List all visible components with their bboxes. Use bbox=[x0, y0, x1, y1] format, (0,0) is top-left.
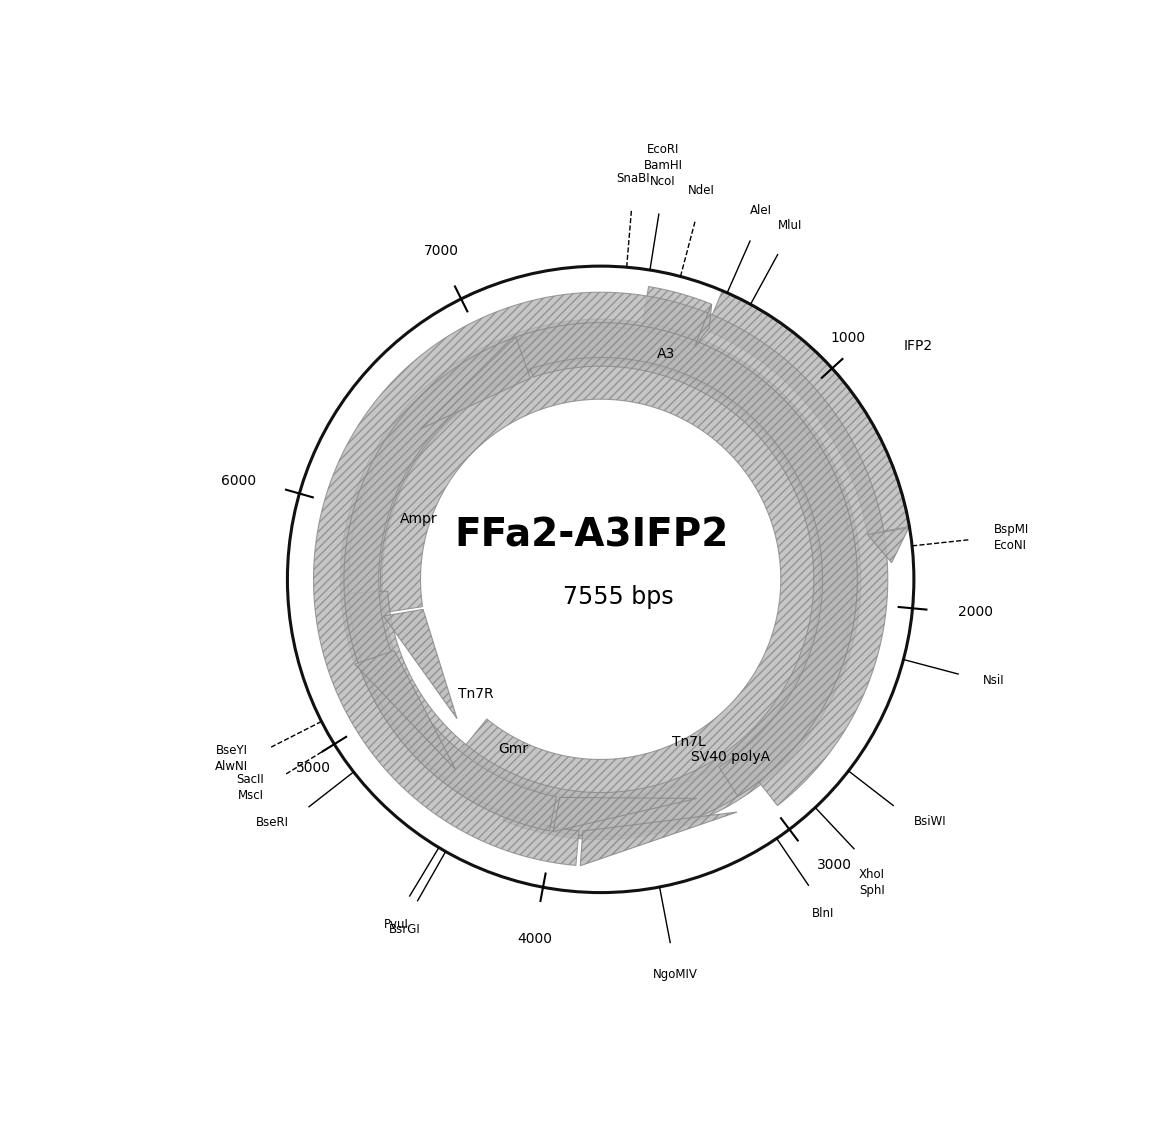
Text: FFa2-A3IFP2: FFa2-A3IFP2 bbox=[455, 516, 729, 555]
Text: SacII
MscI: SacII MscI bbox=[237, 773, 264, 802]
Text: NsiI: NsiI bbox=[983, 675, 1004, 687]
Text: BlnI: BlnI bbox=[812, 907, 834, 920]
Text: NdeI: NdeI bbox=[688, 183, 715, 197]
Polygon shape bbox=[580, 812, 737, 866]
Text: IFP2: IFP2 bbox=[904, 339, 933, 353]
Text: 3000: 3000 bbox=[817, 859, 852, 872]
Text: BsiWI: BsiWI bbox=[914, 815, 947, 828]
Text: EcoRI
BamHI
NcoI: EcoRI BamHI NcoI bbox=[643, 144, 682, 189]
Polygon shape bbox=[383, 609, 457, 719]
Text: 5000: 5000 bbox=[295, 760, 331, 775]
Text: Tn7R: Tn7R bbox=[458, 687, 493, 701]
Text: 2000: 2000 bbox=[958, 606, 993, 619]
Text: AleI: AleI bbox=[750, 205, 771, 217]
Text: 7000: 7000 bbox=[423, 244, 458, 259]
Polygon shape bbox=[420, 337, 530, 429]
Polygon shape bbox=[341, 319, 860, 840]
Text: MluI: MluI bbox=[778, 219, 803, 232]
Polygon shape bbox=[695, 304, 711, 346]
Text: XhoI
SphI: XhoI SphI bbox=[859, 868, 885, 897]
Text: PvuI: PvuI bbox=[383, 919, 409, 931]
Polygon shape bbox=[355, 651, 456, 770]
Text: BsrGI: BsrGI bbox=[389, 923, 421, 937]
Text: Ampr: Ampr bbox=[400, 512, 437, 527]
Text: BseYI
AlwNI: BseYI AlwNI bbox=[214, 745, 247, 773]
Polygon shape bbox=[381, 359, 820, 800]
Text: BspMI
EcoNI: BspMI EcoNI bbox=[994, 522, 1029, 551]
Text: Gmr: Gmr bbox=[498, 742, 527, 756]
Polygon shape bbox=[553, 798, 697, 832]
Text: Tn7L: Tn7L bbox=[673, 736, 706, 749]
Polygon shape bbox=[641, 287, 711, 346]
Text: 1000: 1000 bbox=[831, 331, 866, 345]
Text: SnaBI: SnaBI bbox=[616, 172, 650, 185]
Polygon shape bbox=[314, 293, 887, 866]
Text: A3: A3 bbox=[657, 347, 675, 360]
Text: SV40 polyA: SV40 polyA bbox=[691, 750, 770, 764]
Polygon shape bbox=[867, 528, 908, 563]
Text: NgoMIV: NgoMIV bbox=[653, 968, 697, 981]
Polygon shape bbox=[345, 323, 858, 836]
Polygon shape bbox=[343, 323, 858, 831]
Text: BseRI: BseRI bbox=[255, 816, 288, 829]
Polygon shape bbox=[706, 292, 908, 533]
Text: 7555 bps: 7555 bps bbox=[563, 584, 674, 609]
Text: 6000: 6000 bbox=[220, 475, 255, 488]
Text: 4000: 4000 bbox=[517, 932, 552, 946]
